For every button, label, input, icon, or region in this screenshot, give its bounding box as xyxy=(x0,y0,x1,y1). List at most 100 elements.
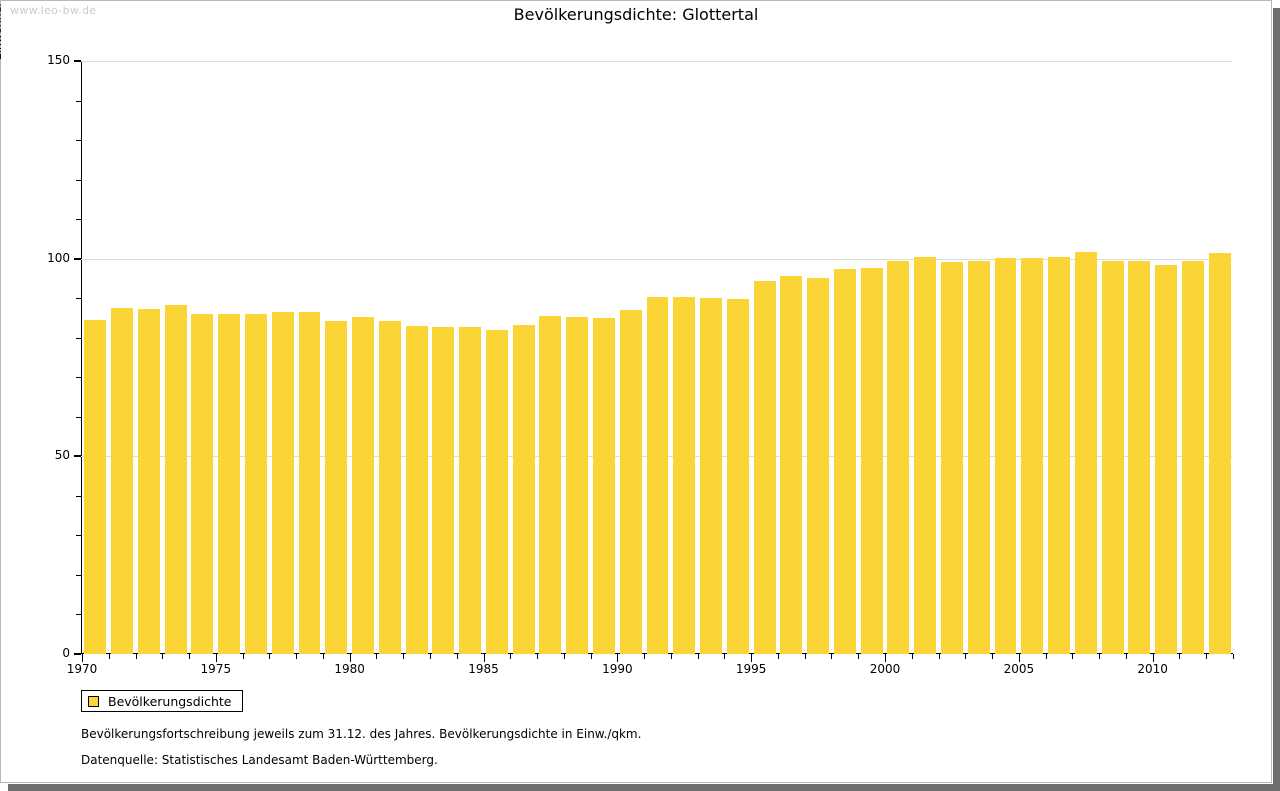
x-tick-major xyxy=(1018,654,1020,662)
bar[interactable] xyxy=(164,304,187,654)
frame-shadow-right xyxy=(1273,8,1280,791)
bar[interactable] xyxy=(673,297,696,654)
bar[interactable] xyxy=(111,308,134,654)
y-tick-minor xyxy=(76,416,81,418)
x-tick-major xyxy=(617,654,619,662)
bar[interactable] xyxy=(700,298,722,654)
y-tick-minor xyxy=(76,337,81,339)
bar[interactable] xyxy=(914,256,937,654)
y-tick-major xyxy=(74,257,81,260)
y-tick-minor xyxy=(76,574,81,576)
bar[interactable] xyxy=(512,324,535,654)
x-tick-major xyxy=(885,654,887,662)
y-tick-label: 100 xyxy=(47,250,70,265)
y-tick-label: 0 xyxy=(62,646,70,660)
y-tick-minor xyxy=(76,535,81,537)
bar[interactable] xyxy=(967,261,990,654)
bar[interactable] xyxy=(218,314,241,654)
x-tick-label: 1985 xyxy=(468,662,499,676)
bar[interactable] xyxy=(1074,252,1097,654)
x-tick-minor xyxy=(697,654,699,659)
x-tick-label: 1995 xyxy=(735,662,767,676)
bar[interactable] xyxy=(807,278,830,654)
x-tick-label: 1990 xyxy=(602,662,633,676)
bar[interactable] xyxy=(753,281,776,654)
x-tick-minor xyxy=(777,654,779,659)
bar[interactable] xyxy=(619,309,642,654)
bar[interactable] xyxy=(566,317,589,654)
y-axis-title: Einwohner / qkm xyxy=(0,0,4,60)
y-tick-minor xyxy=(76,179,81,181)
bar[interactable] xyxy=(1181,260,1204,654)
bar[interactable] xyxy=(352,317,375,654)
bar[interactable] xyxy=(432,326,455,654)
site-watermark: www.leo-bw.de xyxy=(10,4,97,17)
bar[interactable] xyxy=(1021,257,1044,654)
x-tick-minor xyxy=(1206,654,1208,659)
bar[interactable] xyxy=(887,260,910,654)
bar[interactable] xyxy=(1101,261,1124,654)
x-tick-minor xyxy=(376,654,378,659)
legend-swatch-icon xyxy=(88,695,99,707)
x-tick-minor xyxy=(429,654,431,659)
y-tick-minor xyxy=(76,614,81,616)
bar[interactable] xyxy=(1048,257,1070,654)
gridline xyxy=(81,61,1232,62)
bar[interactable] xyxy=(833,268,856,654)
x-tick-minor xyxy=(1233,654,1234,659)
bar[interactable] xyxy=(592,317,615,654)
bar[interactable] xyxy=(1155,265,1178,654)
x-tick-label: 1980 xyxy=(334,662,365,676)
x-tick-minor xyxy=(135,654,137,659)
x-tick-minor xyxy=(189,654,191,659)
bar[interactable] xyxy=(539,316,562,654)
bar[interactable] xyxy=(245,314,267,654)
x-tick-minor xyxy=(108,654,110,659)
x-tick-minor xyxy=(724,654,726,659)
bar[interactable] xyxy=(646,297,669,654)
bar[interactable] xyxy=(485,329,508,654)
x-tick-minor xyxy=(1045,654,1047,659)
bar[interactable] xyxy=(191,313,214,654)
x-tick-minor xyxy=(1072,654,1074,659)
bar[interactable] xyxy=(940,262,963,654)
x-tick-major xyxy=(215,654,217,662)
y-axis-line xyxy=(81,61,82,654)
x-tick-minor xyxy=(242,654,244,659)
bar[interactable] xyxy=(84,319,107,654)
x-tick-minor xyxy=(831,654,833,659)
bar[interactable] xyxy=(1208,253,1231,654)
x-tick-minor xyxy=(510,654,512,659)
bar[interactable] xyxy=(1128,261,1151,654)
y-tick-label: 150 xyxy=(47,53,70,67)
x-tick-major xyxy=(1152,654,1154,662)
y-tick-major xyxy=(74,653,81,655)
x-tick-minor xyxy=(938,654,940,659)
x-tick-minor xyxy=(1179,654,1181,659)
y-tick-major xyxy=(74,455,81,458)
bar[interactable] xyxy=(780,276,803,654)
bar[interactable] xyxy=(137,308,160,654)
x-tick-minor xyxy=(992,654,994,659)
x-tick-major xyxy=(483,654,485,662)
x-tick-minor xyxy=(1125,654,1127,659)
x-tick-minor xyxy=(563,654,565,659)
x-tick-minor xyxy=(590,654,592,659)
bar[interactable] xyxy=(860,268,883,654)
x-tick-minor xyxy=(537,654,539,659)
bar[interactable] xyxy=(271,312,294,654)
bar[interactable] xyxy=(726,298,749,654)
plot-area: 0 50 100 150 1970 1975 1980 1985 1990 1995 2000 20… xyxy=(47,53,1234,676)
y-tick-minor xyxy=(76,298,81,300)
bar[interactable] xyxy=(459,326,482,654)
footnote-note: Bevölkerungsfortschreibung jeweils zum 3… xyxy=(81,727,642,741)
bar[interactable] xyxy=(378,321,401,654)
x-tick-minor xyxy=(644,654,646,659)
bar[interactable] xyxy=(325,321,348,654)
legend-label: Bevölkerungsdichte xyxy=(108,693,232,709)
bar[interactable] xyxy=(994,257,1017,654)
bar[interactable] xyxy=(405,326,428,654)
bar[interactable] xyxy=(298,312,321,654)
chart-legend[interactable]: Bevölkerungsdichte xyxy=(81,690,243,712)
